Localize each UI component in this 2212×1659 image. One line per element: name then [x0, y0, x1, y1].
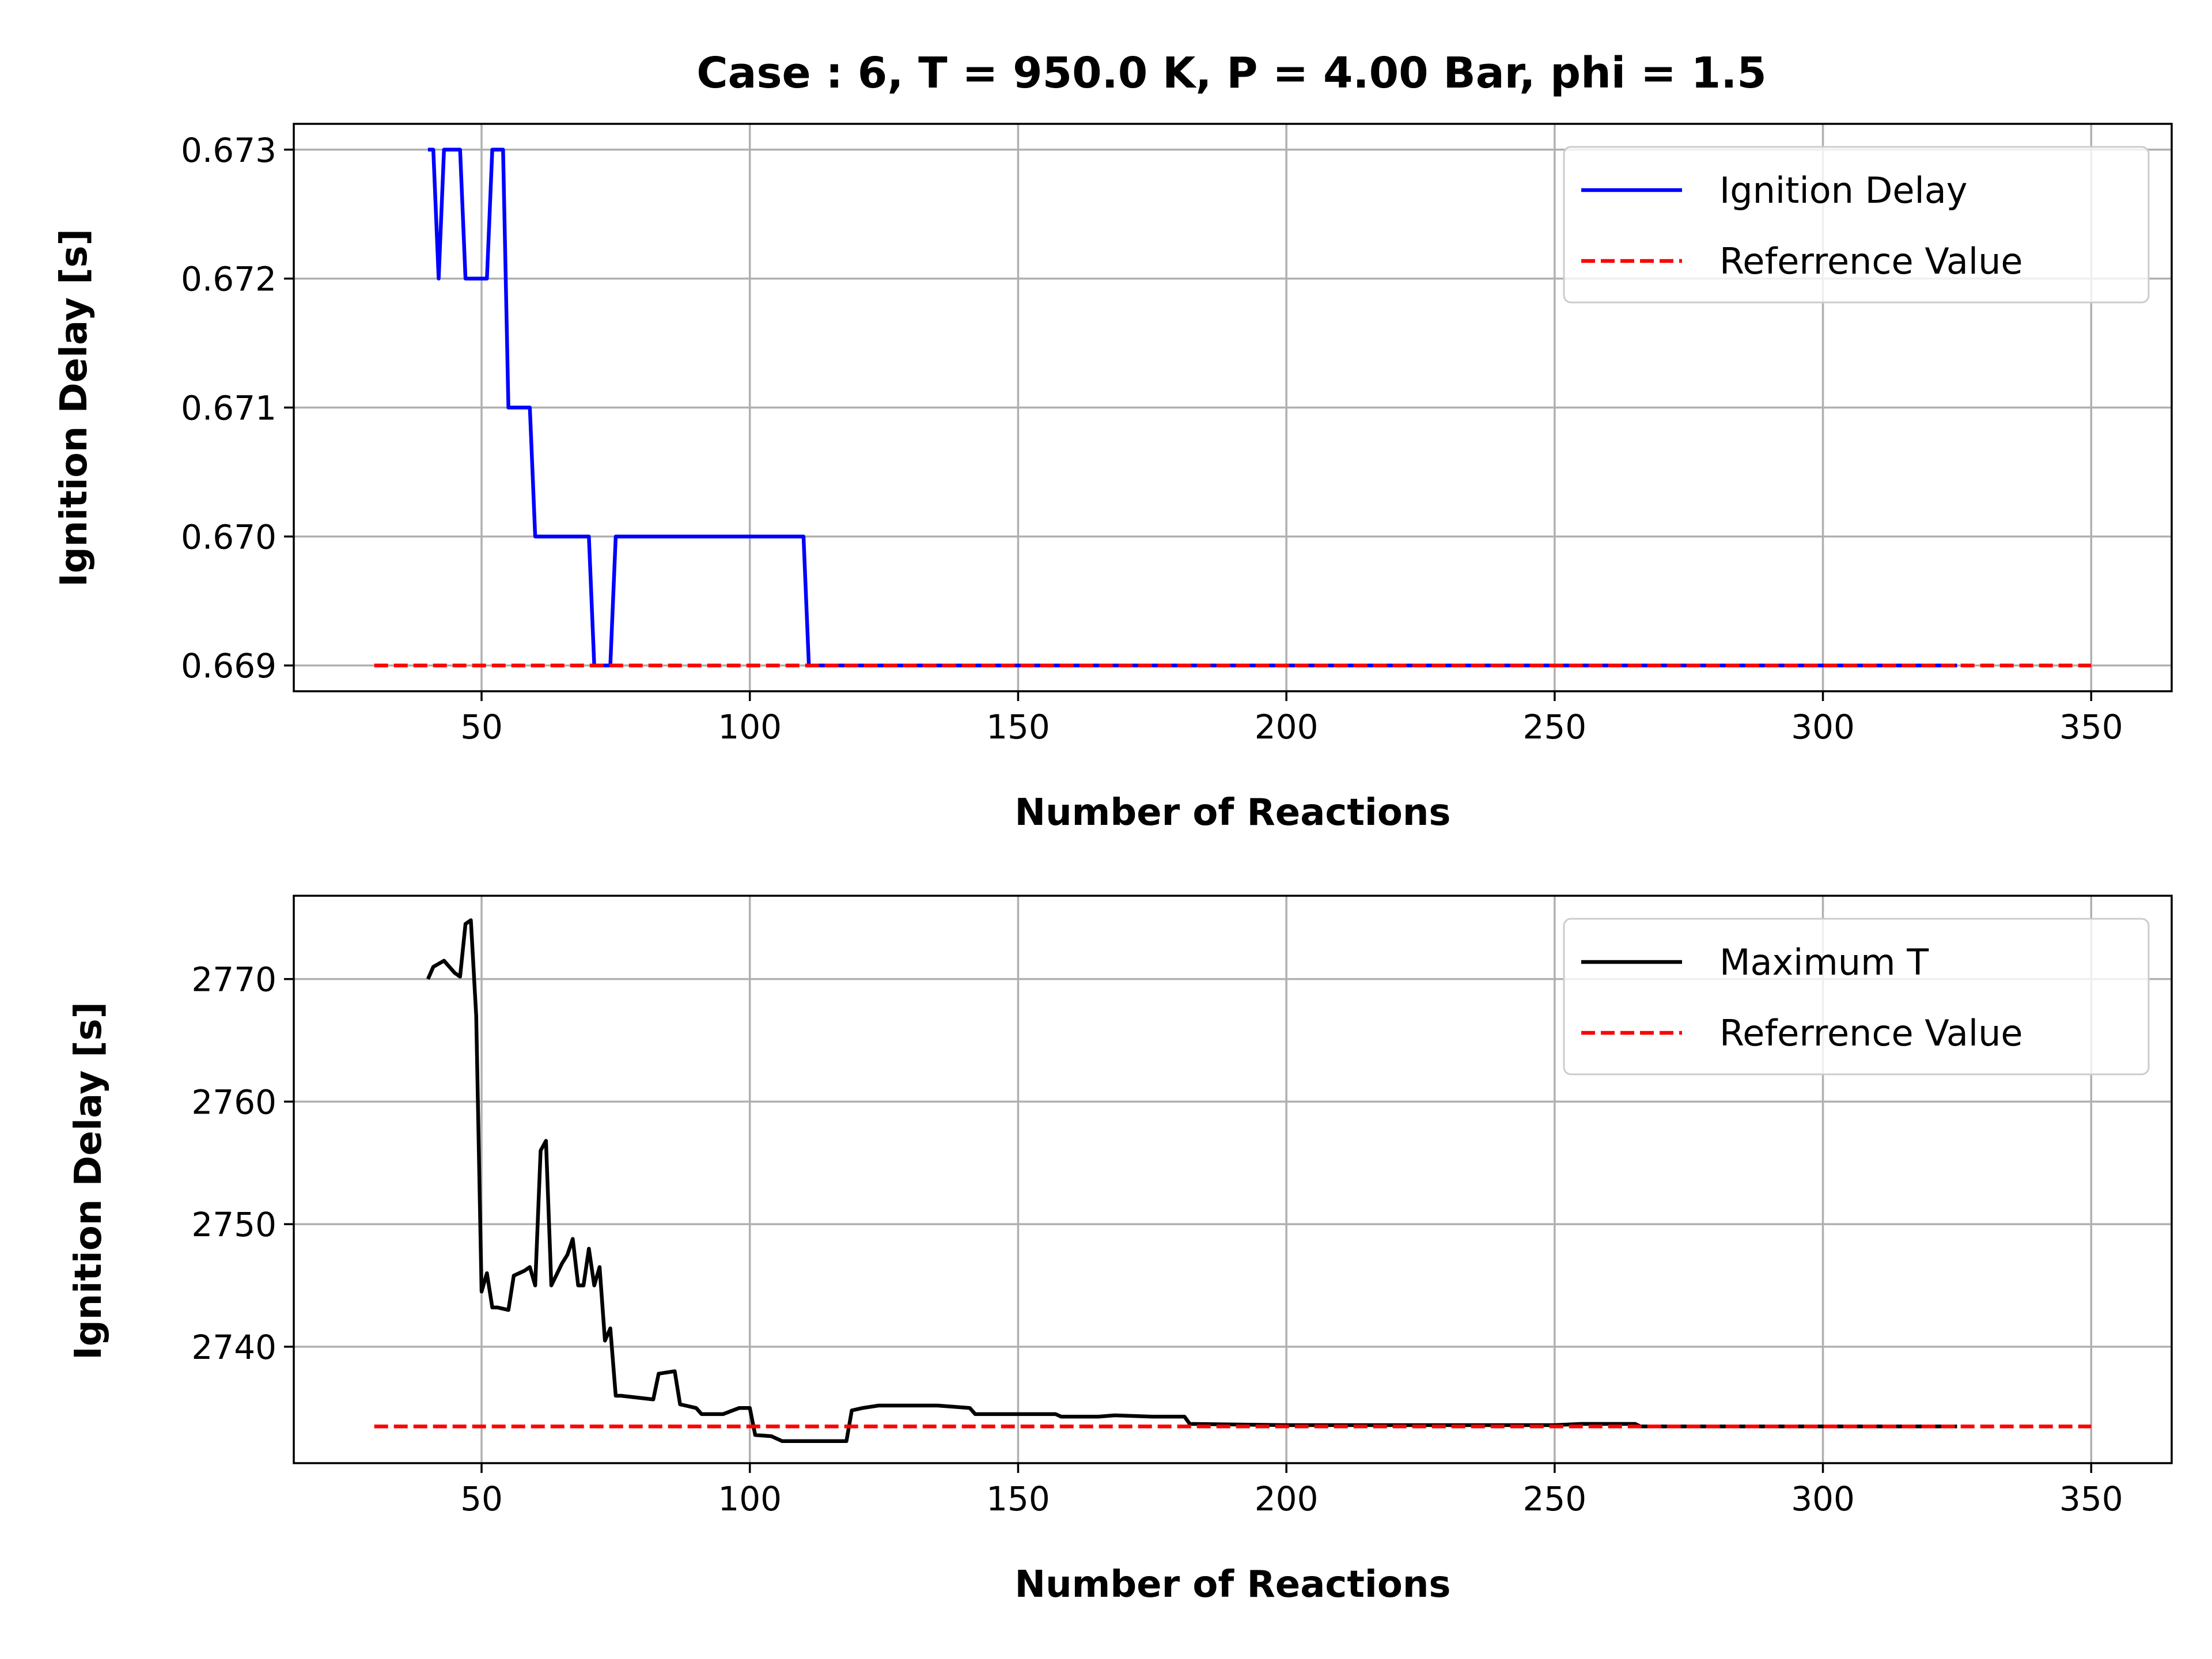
top-legend-box: [1563, 146, 2150, 304]
bottom-series-line-main: [426, 918, 1957, 1443]
bottom-axes-frame: [293, 895, 2173, 1464]
top-x-tick-label: 200: [1255, 707, 1319, 747]
bottom-series: [374, 918, 2092, 1443]
bottom-y-tick-label: 2760: [191, 1082, 276, 1122]
top-legend-label: Referrence Value: [1719, 240, 2023, 282]
bottom-legend-label: Referrence Value: [1719, 1012, 2023, 1054]
top-subplot: 50 100 150 200 250 300 350 0.669 0.670 0.671 0.67…: [53, 123, 2173, 834]
bottom-legend-label: Maximum T: [1719, 941, 1929, 983]
top-x-tick-label: 250: [1522, 707, 1586, 747]
top-y-tick-label: 0.673: [181, 131, 276, 170]
bottom-y-tick-label: 2750: [191, 1205, 276, 1244]
top-series: [374, 147, 2092, 668]
top-y-tick-label: 0.672: [181, 260, 276, 299]
top-series-line-main: [427, 147, 1957, 668]
bottom-x-tick-label: 350: [2059, 1479, 2123, 1518]
top-x-tick-label: 100: [718, 707, 782, 747]
figure-title: Case : 6, T = 950.0 K, P = 4.00 Bar, phi…: [696, 48, 1767, 98]
top-legend-label: Ignition Delay: [1719, 169, 1967, 211]
top-legend: Ignition Delay Referrence Value: [1563, 146, 2150, 304]
top-y-ticks: 0.669 0.670 0.671 0.672 0.673: [181, 131, 294, 685]
bottom-x-ticks: 50 100 150 200 250 300 350: [460, 1463, 2123, 1518]
top-x-tick-label: 50: [460, 707, 503, 747]
bottom-x-axis-label: Number of Reactions: [1015, 1563, 1451, 1606]
top-x-tick-label: 300: [1791, 707, 1855, 747]
top-x-tick-label: 350: [2059, 707, 2123, 747]
bottom-x-tick-label: 100: [718, 1479, 782, 1518]
bottom-x-tick-label: 300: [1791, 1479, 1855, 1518]
bottom-x-tick-label: 150: [986, 1479, 1050, 1518]
top-y-tick-label: 0.670: [181, 517, 276, 556]
bottom-x-tick-label: 200: [1255, 1479, 1319, 1518]
bottom-y-tick-label: 2770: [191, 960, 276, 999]
top-y-tick-label: 0.671: [181, 389, 276, 428]
top-x-tick-label: 150: [986, 707, 1050, 747]
bottom-legend: Maximum T Referrence Value: [1563, 918, 2150, 1075]
bottom-subplot: 50 100 150 200 250 300 350 2740 2750 2760 2770 Nu…: [67, 895, 2173, 1606]
bottom-y-axis-label: Ignition Delay [s]: [67, 1002, 110, 1360]
bottom-y-tick-label: 2740: [191, 1328, 276, 1367]
top-y-tick-label: 0.669: [181, 646, 276, 685]
top-y-axis-label: Ignition Delay [s]: [53, 229, 96, 587]
top-x-ticks: 50 100 150 200 250 300 350: [460, 691, 2123, 747]
bottom-y-ticks: 2740 2750 2760 2770: [191, 960, 294, 1367]
bottom-legend-box: [1563, 918, 2150, 1075]
bottom-x-tick-label: 50: [460, 1479, 503, 1518]
bottom-x-tick-label: 250: [1522, 1479, 1586, 1518]
top-x-axis-label: Number of Reactions: [1015, 791, 1451, 834]
